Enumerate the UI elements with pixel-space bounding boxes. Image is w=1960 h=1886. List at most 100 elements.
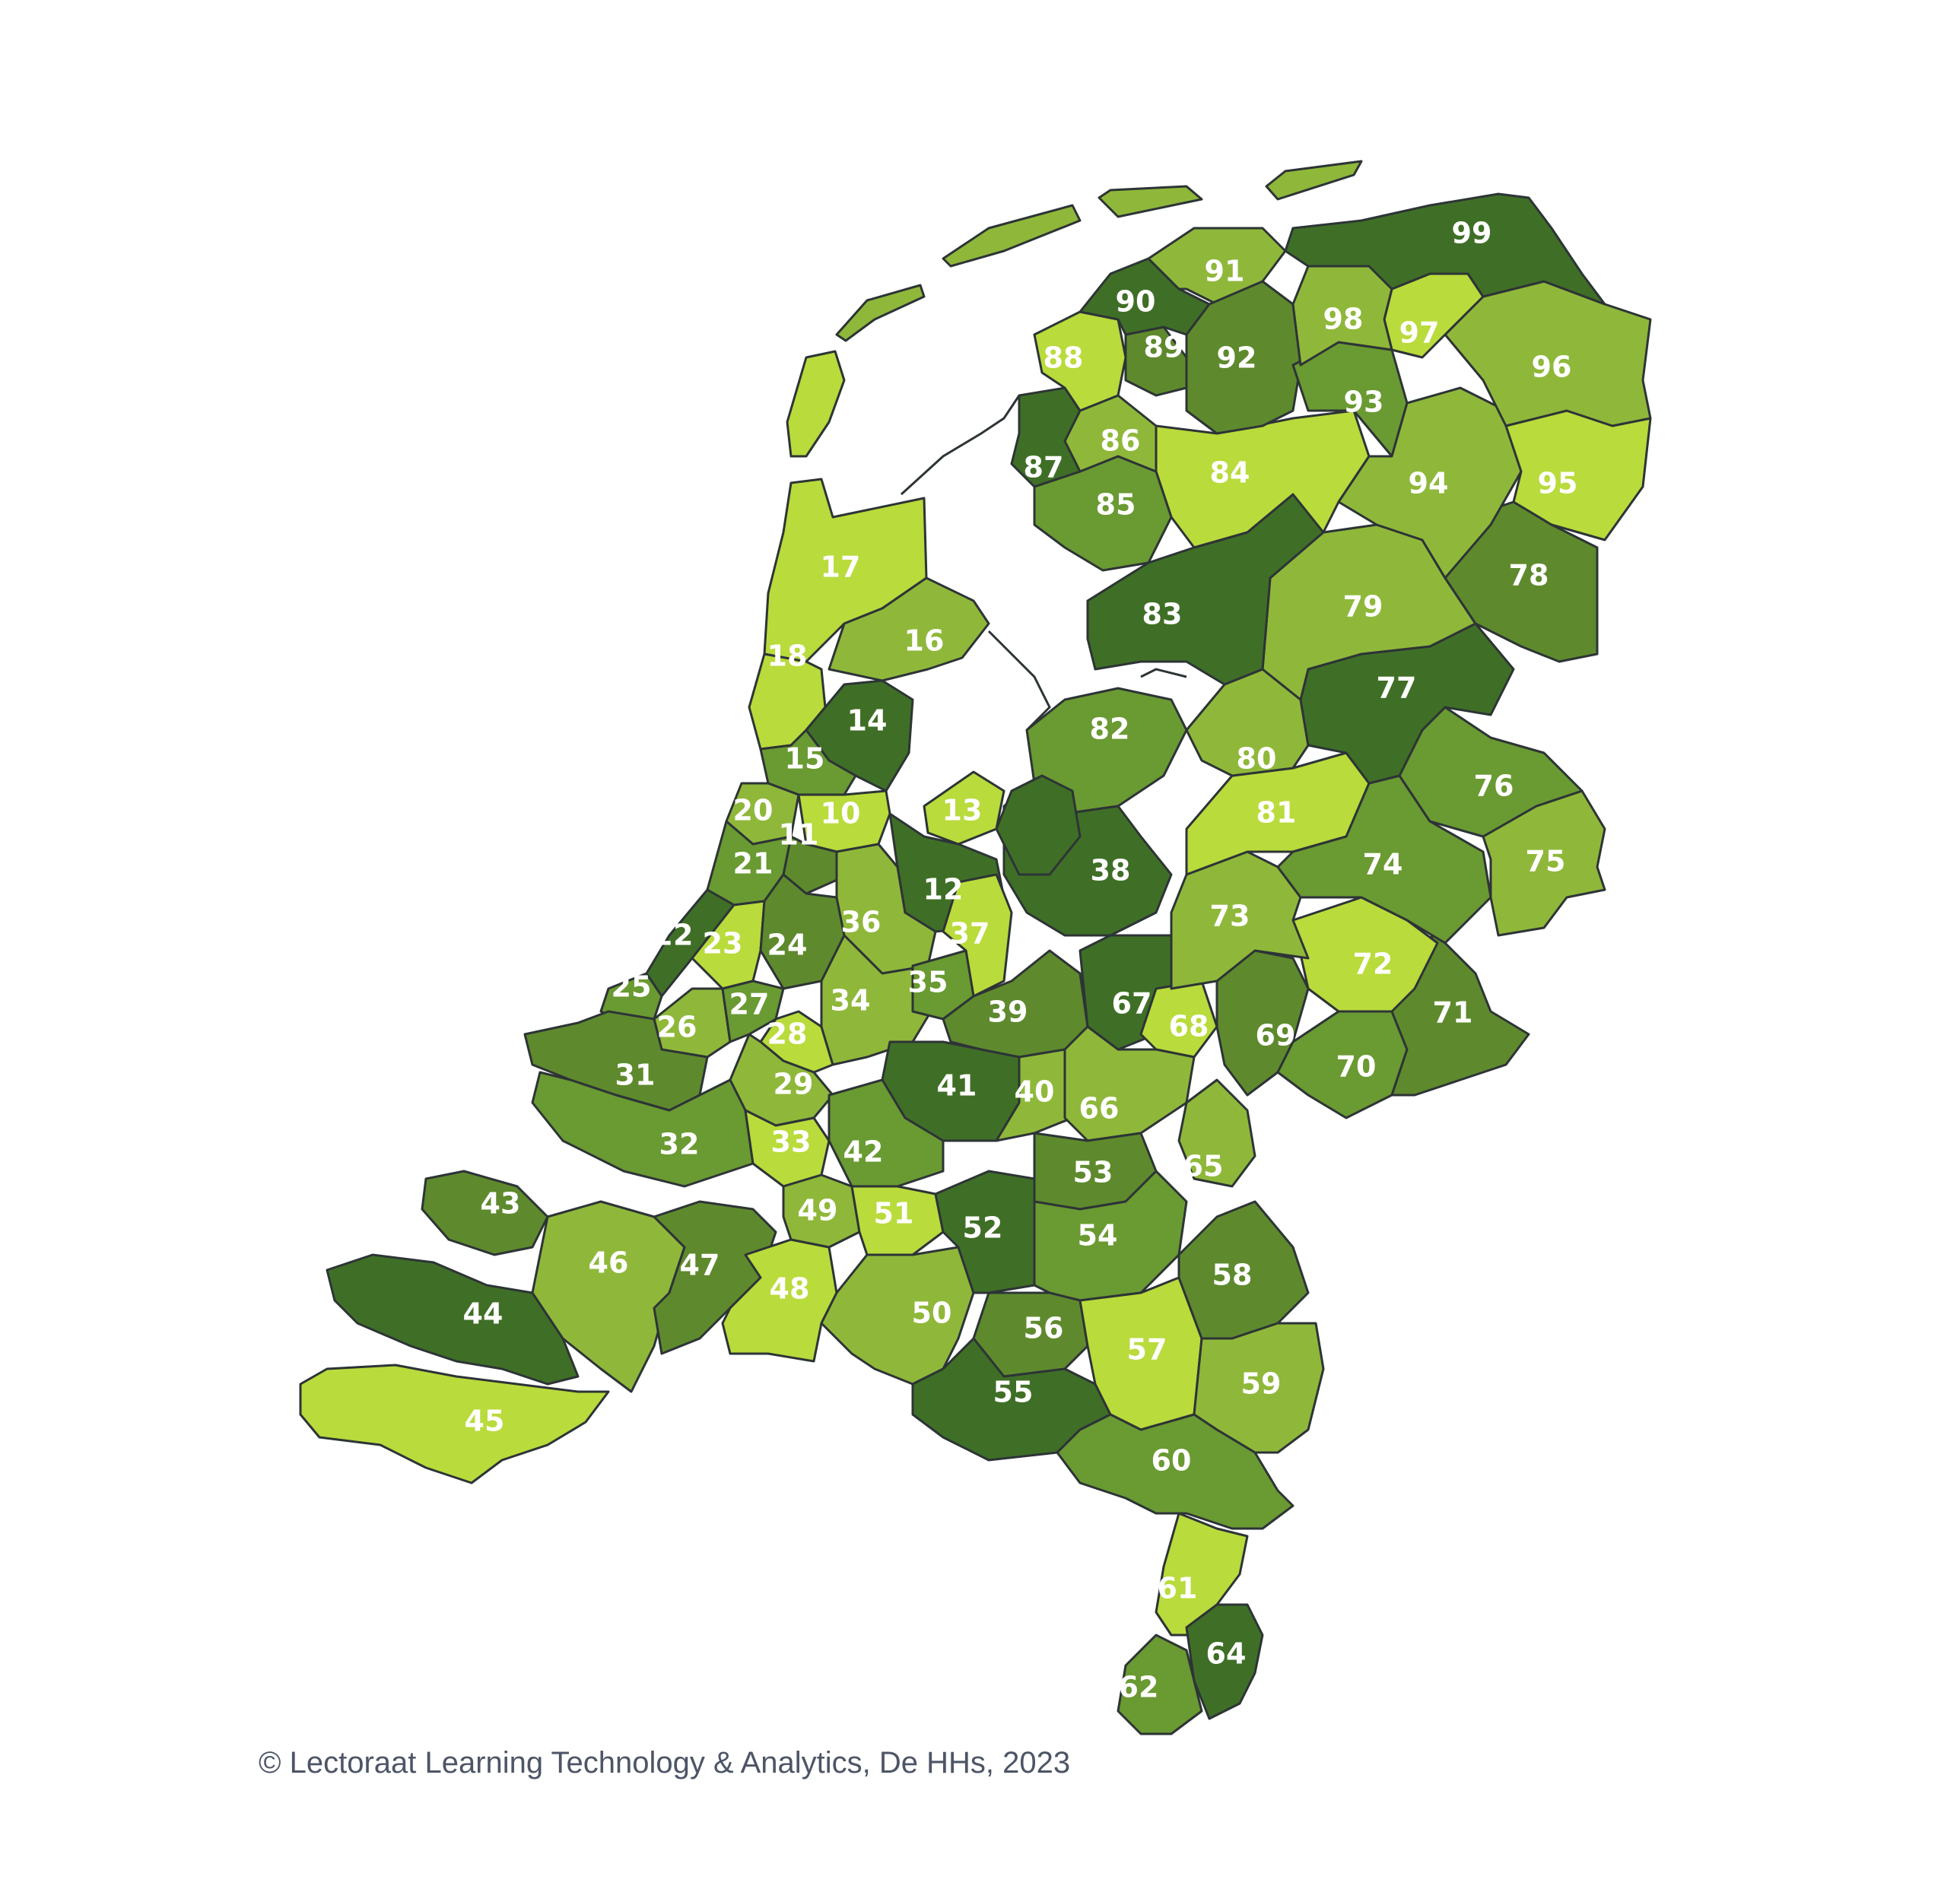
region-label-28: 28 (767, 1018, 808, 1051)
region-label-46: 46 (589, 1246, 629, 1280)
region-label-74: 74 (1363, 848, 1403, 881)
region-label-31: 31 (615, 1059, 656, 1092)
region-51 (850, 1185, 945, 1256)
region-label-85: 85 (1096, 488, 1136, 522)
region-label-18: 18 (767, 640, 808, 673)
island-texel (786, 350, 846, 458)
region-label-93: 93 (1344, 386, 1384, 419)
region-label-58: 58 (1212, 1259, 1253, 1292)
region-label-43: 43 (481, 1187, 521, 1221)
region-label-80: 80 (1237, 742, 1277, 776)
region-44 (326, 1253, 580, 1386)
region-43 (421, 1170, 549, 1256)
region-label-96: 96 (1532, 351, 1572, 384)
region-label-53: 53 (1073, 1156, 1113, 1189)
region-label-38: 38 (1091, 854, 1131, 887)
island-terschelling (942, 204, 1082, 268)
region-label-91: 91 (1205, 255, 1245, 288)
region-label-55: 55 (993, 1376, 1034, 1409)
region-label-98: 98 (1323, 303, 1364, 336)
region-label-87: 87 (1024, 451, 1064, 484)
region-label-22: 22 (653, 919, 694, 952)
region-label-62: 62 (1119, 1671, 1159, 1704)
region-label-75: 75 (1526, 845, 1566, 878)
region-label-10: 10 (821, 797, 861, 830)
region-label-40: 40 (1015, 1075, 1055, 1109)
region-label-11: 11 (779, 818, 819, 852)
region-label-44: 44 (463, 1297, 504, 1331)
island-ameland (1098, 185, 1203, 218)
island-vlieland (835, 284, 926, 342)
dikes (900, 395, 1187, 732)
region-label-56: 56 (1024, 1312, 1064, 1345)
region-label-60: 60 (1152, 1444, 1192, 1478)
region-38b (995, 774, 1082, 876)
region-label-86: 86 (1101, 424, 1141, 458)
region-label-48: 48 (770, 1272, 810, 1306)
region-94 (1337, 386, 1523, 579)
region-label-61: 61 (1158, 1572, 1198, 1605)
region-64 (1185, 1603, 1264, 1720)
region-label-70: 70 (1336, 1050, 1377, 1084)
region-label-26: 26 (657, 1011, 697, 1044)
region-label-13: 13 (942, 794, 983, 827)
region-label-36: 36 (841, 906, 882, 939)
region-34 (820, 934, 937, 1066)
region-label-97: 97 (1399, 316, 1440, 350)
region-label-42: 42 (843, 1135, 884, 1169)
region-60 (1056, 1413, 1294, 1530)
region-46 (531, 1200, 686, 1393)
region-label-49: 49 (798, 1194, 838, 1227)
region-label-25: 25 (612, 970, 652, 1004)
region-label-15: 15 (785, 742, 825, 776)
region-label-34: 34 (831, 984, 871, 1018)
region-label-33: 33 (771, 1126, 812, 1159)
region-74 (1276, 774, 1492, 945)
region-label-99: 99 (1452, 217, 1492, 250)
region-45 (299, 1364, 610, 1484)
region-label-17: 17 (821, 551, 861, 584)
region-50 (820, 1246, 975, 1386)
region-label-64: 64 (1206, 1637, 1247, 1671)
region-label-68: 68 (1169, 1010, 1209, 1043)
region-label-88: 88 (1044, 341, 1084, 375)
region-label-57: 57 (1127, 1333, 1167, 1367)
region-62 (1117, 1634, 1203, 1735)
region-66 (1063, 1025, 1196, 1142)
region-label-16: 16 (904, 624, 945, 658)
region-label-35: 35 (908, 966, 948, 999)
region-label-59: 59 (1241, 1367, 1282, 1401)
region-label-23: 23 (703, 927, 743, 960)
region-label-77: 77 (1377, 672, 1417, 705)
region-label-45: 45 (465, 1405, 505, 1438)
region-label-54: 54 (1078, 1219, 1118, 1253)
region-37 (942, 873, 1013, 998)
region-label-37: 37 (950, 917, 990, 951)
region-label-52: 52 (963, 1211, 1003, 1245)
region-52 (934, 1170, 1036, 1294)
island-schiermonnikoog (1265, 160, 1363, 201)
region-label-73: 73 (1210, 900, 1250, 933)
region-16 (828, 576, 990, 682)
region-label-27: 27 (729, 988, 770, 1021)
region-label-39: 39 (988, 995, 1028, 1029)
region-label-65: 65 (1183, 1150, 1224, 1183)
region-36 (835, 843, 937, 975)
region-71 (1390, 934, 1530, 1097)
region-label-95: 95 (1538, 467, 1578, 500)
region-label-67: 67 (1112, 987, 1152, 1021)
region-label-79: 79 (1343, 590, 1383, 624)
region-label-51: 51 (874, 1197, 914, 1230)
region-label-83: 83 (1142, 598, 1183, 631)
region-label-20: 20 (733, 794, 774, 827)
postcode-regions (299, 192, 1652, 1735)
region-label-24: 24 (767, 929, 808, 962)
copyright-text: © Lectoraat Learning Technology & Analyt… (259, 1746, 1071, 1780)
region-label-71: 71 (1433, 996, 1473, 1030)
region-label-50: 50 (912, 1297, 952, 1330)
region-label-66: 66 (1079, 1092, 1120, 1126)
region-label-78: 78 (1509, 559, 1549, 592)
region-92 (1185, 280, 1302, 435)
